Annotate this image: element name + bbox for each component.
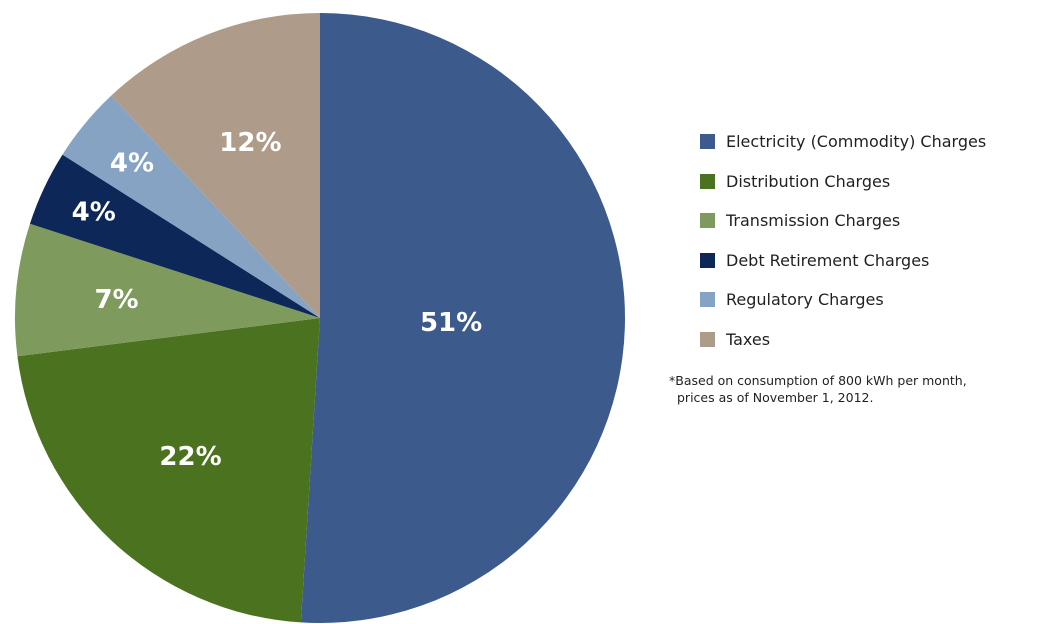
legend-label: Distribution Charges <box>726 171 891 191</box>
legend-label: Transmission Charges <box>726 211 901 231</box>
legend-swatch <box>700 252 715 268</box>
legend-swatch <box>700 292 715 308</box>
pie-slice-distribution-charges <box>17 318 320 623</box>
legend-swatch <box>700 213 715 229</box>
legend-label: Debt Retirement Charges <box>726 250 930 270</box>
footnote-line-1: *Based on consumption of 800 kWh per mon… <box>669 373 967 388</box>
legend-item: Transmission Charges <box>700 201 1060 241</box>
pie-slice-taxes <box>111 13 320 318</box>
legend-item: Taxes <box>700 320 1060 360</box>
legend-swatch <box>700 134 715 150</box>
pie-slice-regulatory-charges <box>62 95 321 318</box>
slice-value-label: 4% <box>72 198 116 228</box>
footnote-line-2: prices as of November 1, 2012. <box>677 390 874 405</box>
legend-item: Distribution Charges <box>700 162 1060 202</box>
slice-value-label: 4% <box>110 148 154 178</box>
legend-label: Regulatory Charges <box>726 290 884 310</box>
legend-label: Taxes <box>726 329 771 349</box>
pie-slices <box>15 12 626 623</box>
legend-swatch <box>700 173 715 189</box>
legend-item: Electricity (Commodity) Charges <box>700 122 1060 162</box>
legend-label: Electricity (Commodity) Charges <box>726 132 987 152</box>
slice-value-label: 12% <box>219 128 281 158</box>
pie-slice-electricity-commodity-charges <box>300 12 626 623</box>
legend-item: Regulatory Charges <box>700 280 1060 320</box>
slice-value-label: 7% <box>94 285 138 315</box>
chart-footnote: *Based on consumption of 800 kWh per mon… <box>669 372 1061 406</box>
pie-slice-transmission-charges <box>15 223 321 357</box>
legend-item: Debt Retirement Charges <box>700 241 1060 281</box>
pie-chart: 51% 22% 7% 4% 4% 12% <box>15 12 626 623</box>
legend-swatch <box>700 331 715 347</box>
pie-slice-labels: 51% 22% 7% 4% 4% 12% <box>72 128 483 472</box>
slice-value-label: 51% <box>420 308 482 338</box>
chart-legend: Electricity (Commodity) Charges Distribut… <box>700 122 1060 359</box>
pie-slice-debt-retirement-charges <box>29 154 320 318</box>
slice-value-label: 22% <box>159 442 221 472</box>
